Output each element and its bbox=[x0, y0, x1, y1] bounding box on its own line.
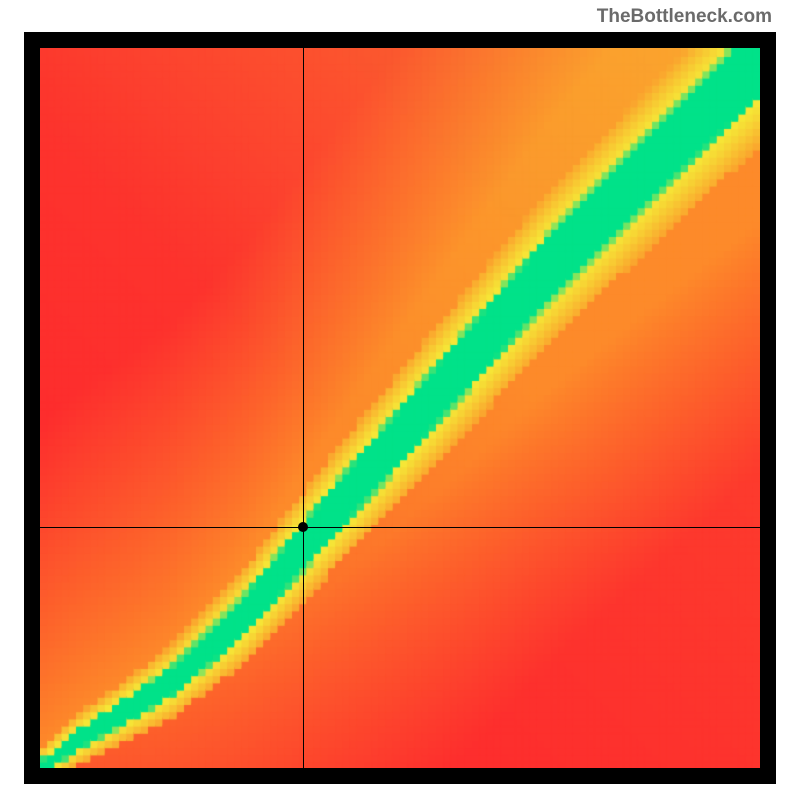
marker-dot bbox=[298, 522, 308, 532]
chart-area bbox=[40, 48, 760, 768]
crosshair-vertical bbox=[303, 48, 304, 768]
attribution-text: TheBottleneck.com bbox=[597, 6, 772, 28]
chart-frame bbox=[24, 32, 776, 784]
heatmap-canvas bbox=[40, 48, 760, 768]
crosshair-horizontal bbox=[40, 527, 760, 528]
